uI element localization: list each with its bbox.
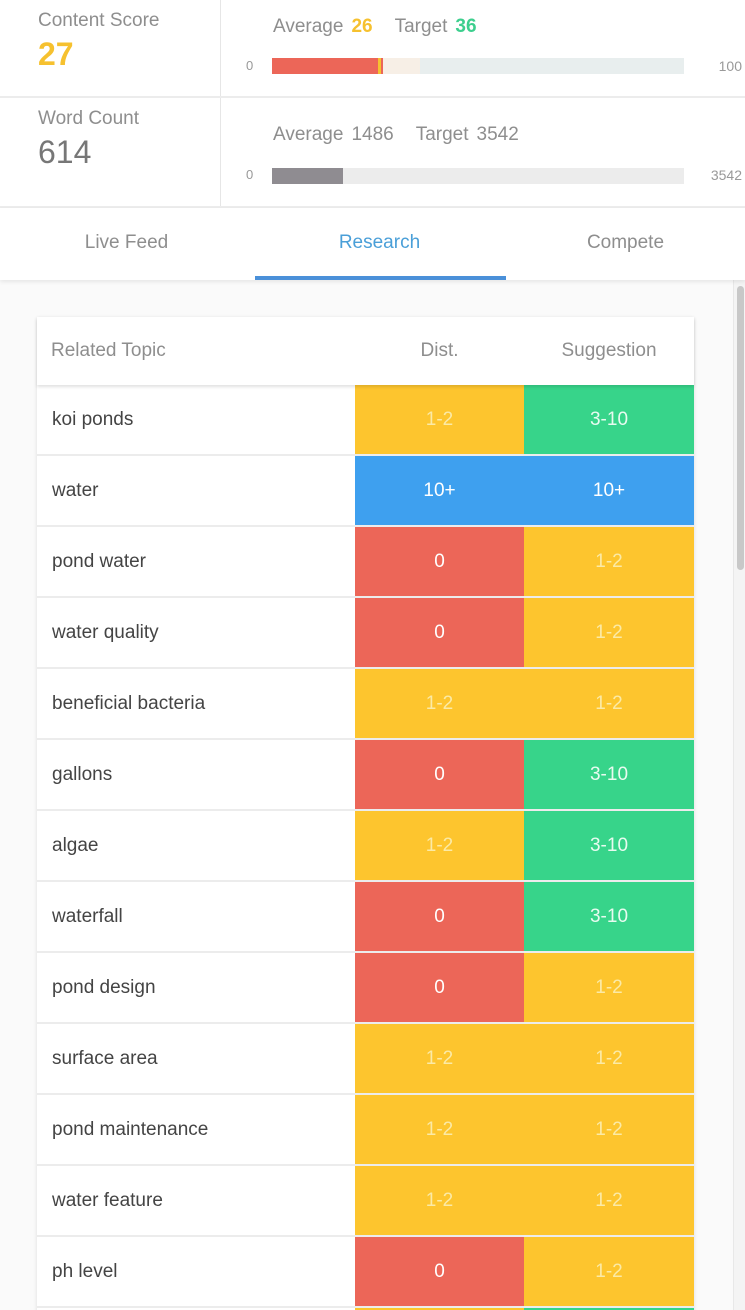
average-marker (378, 58, 382, 74)
dist-cell: 0 (355, 1237, 524, 1306)
suggestion-cell: 1-2 (524, 527, 694, 596)
bar-min-label: 0 (246, 167, 254, 182)
header-related-topic[interactable]: Related Topic (51, 340, 166, 361)
topic-cell: beneficial bacteria (52, 692, 206, 714)
topic-cell: koi ponds (52, 408, 134, 430)
target-zone (379, 58, 421, 74)
table-row[interactable]: waterfall 0 3-10 (37, 882, 694, 953)
topic-cell: gallons (52, 763, 113, 785)
tab-research[interactable]: Research (253, 208, 506, 280)
topic-cell: algae (52, 834, 99, 856)
table-body: koi ponds 1-2 3-10 water 10+ 10+ pond water 0 1-… (37, 385, 694, 1310)
dist-cell (355, 1308, 524, 1310)
table-row[interactable]: beneficial bacteria 1-2 1-2 (37, 669, 694, 740)
topic-cell: pond maintenance (52, 1118, 209, 1140)
content-score-summary: Content Score 27 (0, 0, 221, 96)
word-count-label: Word Count (38, 108, 140, 129)
bar-max-label: 3542 (710, 167, 742, 183)
target-value: 36 (455, 16, 477, 37)
related-topics-table: Related Topic Dist. Suggestion koi ponds… (37, 317, 694, 1310)
scrollbar[interactable] (733, 280, 745, 1310)
dist-cell: 10+ (355, 456, 524, 525)
average-value: 1486 (351, 124, 394, 145)
research-content: Related Topic Dist. Suggestion koi ponds… (0, 280, 745, 1310)
topic-cell: surface area (52, 1047, 158, 1069)
word-count-bar-area: Average 1486 Target 3542 0 3542 (221, 98, 745, 206)
suggestion-cell: 3-10 (524, 811, 694, 880)
suggestion-cell: 1-2 (524, 1095, 694, 1164)
suggestion-cell: 1-2 (524, 1024, 694, 1093)
dist-cell: 1-2 (355, 669, 524, 738)
table-row[interactable]: pond water 0 1-2 (37, 527, 694, 598)
dist-cell: 0 (355, 953, 524, 1022)
dist-cell: 0 (355, 740, 524, 809)
table-row[interactable] (37, 1308, 694, 1310)
content-score-stats: Average 26 Target 36 (273, 16, 499, 38)
dist-cell: 1-2 (355, 385, 524, 454)
target-label: Target (394, 16, 448, 37)
content-score-value: 27 (38, 36, 74, 72)
table-row[interactable]: water feature 1-2 1-2 (37, 1166, 694, 1237)
tab-live-feed[interactable]: Live Feed (84, 232, 169, 253)
header-suggestion[interactable]: Suggestion (561, 340, 657, 361)
table-header: Related Topic Dist. Suggestion (37, 317, 694, 385)
score-fill (272, 58, 384, 74)
dist-cell: 1-2 (355, 811, 524, 880)
suggestion-cell (524, 1308, 694, 1310)
average-label: Average (273, 16, 344, 37)
average-label: Average (273, 124, 344, 145)
topic-cell: pond water (52, 550, 147, 572)
topic-cell: water feature (52, 1189, 163, 1211)
suggestion-cell: 1-2 (524, 953, 694, 1022)
suggestion-cell: 1-2 (524, 1237, 694, 1306)
suggestion-cell: 3-10 (524, 882, 694, 951)
table-row[interactable]: gallons 0 3-10 (37, 740, 694, 811)
dist-cell: 1-2 (355, 1024, 524, 1093)
word-count-bar (272, 168, 684, 184)
header-dist[interactable]: Dist. (420, 340, 459, 361)
topic-cell: ph level (52, 1260, 118, 1282)
content-score-row: Content Score 27 Average 26 Target 36 0 100 (0, 0, 745, 98)
topic-cell: waterfall (52, 905, 123, 927)
bar-min-label: 0 (246, 58, 254, 73)
table-row[interactable]: surface area 1-2 1-2 (37, 1024, 694, 1095)
dist-cell: 1-2 (355, 1095, 524, 1164)
suggestion-cell: 3-10 (524, 385, 694, 454)
tab-compete[interactable]: Compete (586, 232, 665, 253)
suggestion-cell: 10+ (524, 456, 694, 525)
dist-cell: 1-2 (355, 1166, 524, 1235)
content-score-label: Content Score (38, 10, 160, 31)
target-label: Target (415, 124, 469, 145)
dist-cell: 0 (355, 882, 524, 951)
table-row[interactable]: pond design 0 1-2 (37, 953, 694, 1024)
suggestion-cell: 3-10 (524, 740, 694, 809)
topic-cell: pond design (52, 976, 156, 998)
dist-cell: 0 (355, 527, 524, 596)
content-score-bar (272, 58, 684, 74)
content-score-bar-area: Average 26 Target 36 0 100 (221, 0, 745, 96)
suggestion-cell: 1-2 (524, 669, 694, 738)
dist-cell: 0 (355, 598, 524, 667)
table-row[interactable]: water quality 0 1-2 (37, 598, 694, 669)
suggestion-cell: 1-2 (524, 598, 694, 667)
bar-max-label: 100 (718, 58, 742, 74)
word-count-stats: Average 1486 Target 3542 (273, 124, 541, 146)
table-row[interactable]: algae 1-2 3-10 (37, 811, 694, 882)
suggestion-cell: 1-2 (524, 1166, 694, 1235)
table-row[interactable]: pond maintenance 1-2 1-2 (37, 1095, 694, 1166)
word-count-summary: Word Count 614 (0, 98, 221, 206)
word-count-row: Word Count 614 Average 1486 Target 3542 0 3… (0, 98, 745, 208)
metrics-panel: Content Score 27 Average 26 Target 36 0 100… (0, 0, 745, 208)
table-row[interactable]: koi ponds 1-2 3-10 (37, 385, 694, 456)
word-count-fill (272, 168, 344, 184)
topic-cell: water quality (52, 621, 159, 643)
tab-bar: Live Feed Research Compete (0, 208, 745, 280)
table-row[interactable]: water 10+ 10+ (37, 456, 694, 527)
scrollbar-thumb[interactable] (737, 286, 744, 570)
average-value: 26 (351, 16, 373, 37)
word-count-value: 614 (38, 134, 92, 170)
table-row[interactable]: ph level 0 1-2 (37, 1237, 694, 1308)
topic-cell: water (52, 479, 99, 501)
target-value: 3542 (476, 124, 519, 145)
